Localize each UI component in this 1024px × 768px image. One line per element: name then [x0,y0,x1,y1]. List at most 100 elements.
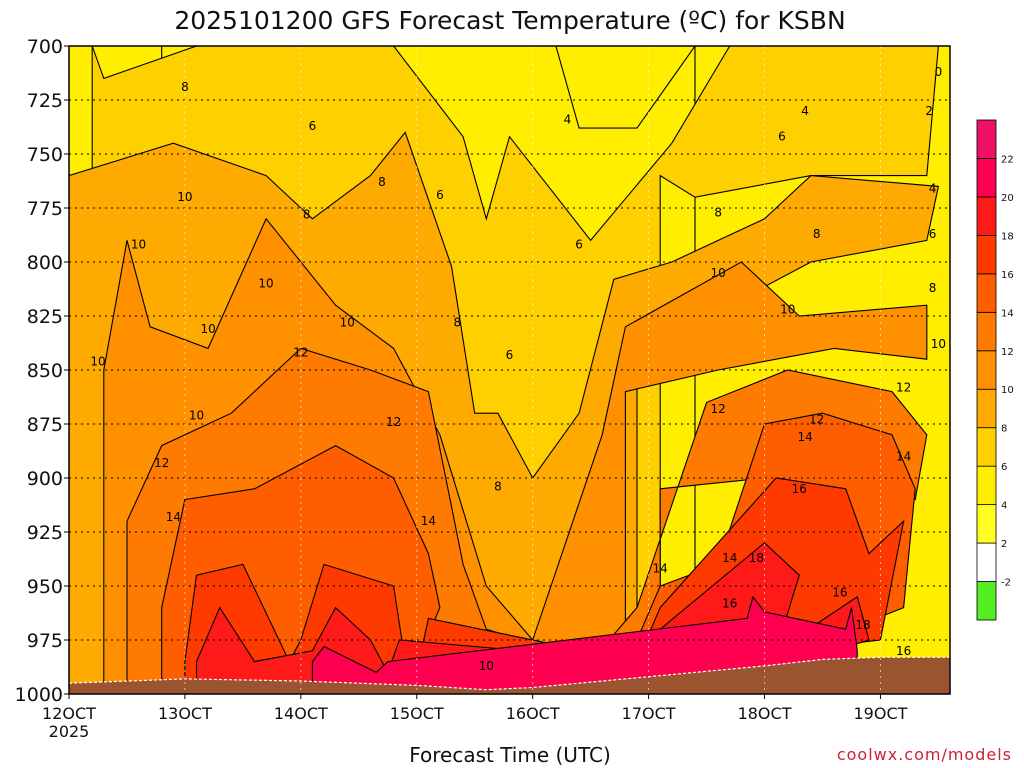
y-tick-label: 750 [27,144,63,166]
y-tick-label: 950 [27,576,63,598]
contour-label: 18 [855,618,870,632]
x-tick-label: 17OCT [622,704,676,723]
contour-label: 6 [309,119,317,133]
y-tick-label: 975 [27,630,63,652]
contour-label: 8 [929,281,937,295]
contour-label: 16 [896,644,911,658]
x-tick-label: 13OCT [158,704,212,723]
contour-label: 10 [200,322,215,336]
colorbar-legend: -2 2 4 6 8 10 12 14 16 18 20 22 [976,119,1014,621]
x-tick-label: 18OCT [738,704,792,723]
x-tick-label: 19OCT [853,704,907,723]
contour-label: 8 [714,205,722,219]
contour-label: 10 [340,315,355,329]
ground-layer [69,656,950,694]
colorbar-swatch [976,350,997,390]
x-axis-label: Forecast Time (UTC) [409,743,611,767]
colorbar-swatch [976,465,997,506]
contour-label: 14 [166,510,181,524]
contour-label: 4 [564,112,572,126]
contour-label: 6 [929,227,937,241]
colorbar-tick-label: 6 [1001,462,1007,473]
contour-label: 18 [749,551,764,565]
contour-label: 12 [896,380,911,394]
colorbar-tick-label: 14 [1001,308,1014,319]
x-tick-sublabel: 2025 [49,722,90,741]
contour-label: 10 [780,303,795,317]
y-axis-ticks: 700 725 750 775 800 825 850 875 900 925 950 975 1000 [15,36,69,706]
contour-label: 10 [479,659,494,673]
contour-label: 8 [494,480,502,494]
y-tick-label: 875 [27,414,63,436]
colorbar-tick-label: 2 [1001,539,1007,550]
colorbar-swatch [976,119,997,159]
contour-label: 12 [154,456,169,470]
contour-label: 10 [131,238,146,252]
contour-label: 0 [935,65,943,79]
colorbar-tick-label: 22 [1001,154,1014,165]
contour-label: 8 [454,315,462,329]
contour-label: 14 [722,551,737,565]
y-tick-label: 900 [27,468,63,490]
contour-label: 8 [181,80,189,94]
y-tick-label: 1000 [15,684,63,706]
colorbar-tick-label: 10 [1001,385,1014,396]
contour-label: 8 [378,175,386,189]
credit-text: coolwx.com/models [837,745,1012,764]
contour-label: 6 [506,348,514,362]
contour-label: 14 [797,430,812,444]
y-tick-label: 775 [27,198,63,220]
contour-label: 8 [303,207,311,221]
contour-label: 16 [792,482,807,496]
colorbar-swatch [976,388,997,429]
colorbar-swatch [976,542,997,582]
ground-surface [69,656,950,694]
colorbar-tick-label: 20 [1001,193,1014,204]
y-tick-label: 850 [27,360,63,382]
colorbar-swatch [976,504,997,544]
colorbar-swatch [976,427,997,467]
contour-label: 2 [925,104,933,118]
contour-label: 12 [293,346,308,360]
colorbar-tick-label: 18 [1001,231,1014,242]
contour-label: 10 [189,408,204,422]
contour-label: 12 [711,402,726,416]
contour-label: 10 [931,337,946,351]
plot-area: 8 6 10 10 10 10 10 10 8 8 6 8 6 4 6 12 10 12 12 14 14 8 10 14 10… [69,46,950,694]
contour-label: 12 [386,415,401,429]
colorbar-tick-label: 4 [1001,501,1007,512]
contour-label: 10 [711,266,726,280]
y-tick-label: 825 [27,306,63,328]
grid-lines [69,46,950,694]
colorbar-swatch [976,196,997,236]
contour-label: 16 [722,596,737,610]
colorbar-tick-label: 8 [1001,424,1007,435]
colorbar-swatch [976,273,997,313]
y-tick-label: 700 [27,36,63,58]
contour-label: 12 [809,413,824,427]
contour-label: 8 [813,227,821,241]
contour-label: 14 [896,449,911,463]
x-tick-label: 12OCT [42,704,96,723]
contour-label: 6 [436,188,444,202]
colorbar-swatch [976,581,997,621]
contour-labels: 8 6 10 10 10 10 10 10 8 8 6 8 6 4 6 12 10 12 12 14 14 8 10 14 10… [90,65,946,673]
colorbar-swatch [976,234,997,275]
contour-label: 10 [258,277,273,291]
contour-label: 6 [575,238,583,252]
colorbar-tick-label: 12 [1001,347,1014,358]
contour-label: 10 [90,354,105,368]
chart-title: 2025101200 GFS Forecast Temperature (ºC)… [174,6,845,35]
x-tick-label: 14OCT [274,704,328,723]
contour-label: 6 [778,130,786,144]
contour-label: 14 [421,514,436,528]
y-tick-label: 800 [27,252,63,274]
colorbar-swatch [976,311,997,352]
contour-label: 14 [653,562,668,576]
y-tick-label: 925 [27,522,63,544]
y-tick-label: 725 [27,90,63,112]
colorbar-tick-label: 16 [1001,270,1014,281]
x-tick-label: 15OCT [390,704,444,723]
